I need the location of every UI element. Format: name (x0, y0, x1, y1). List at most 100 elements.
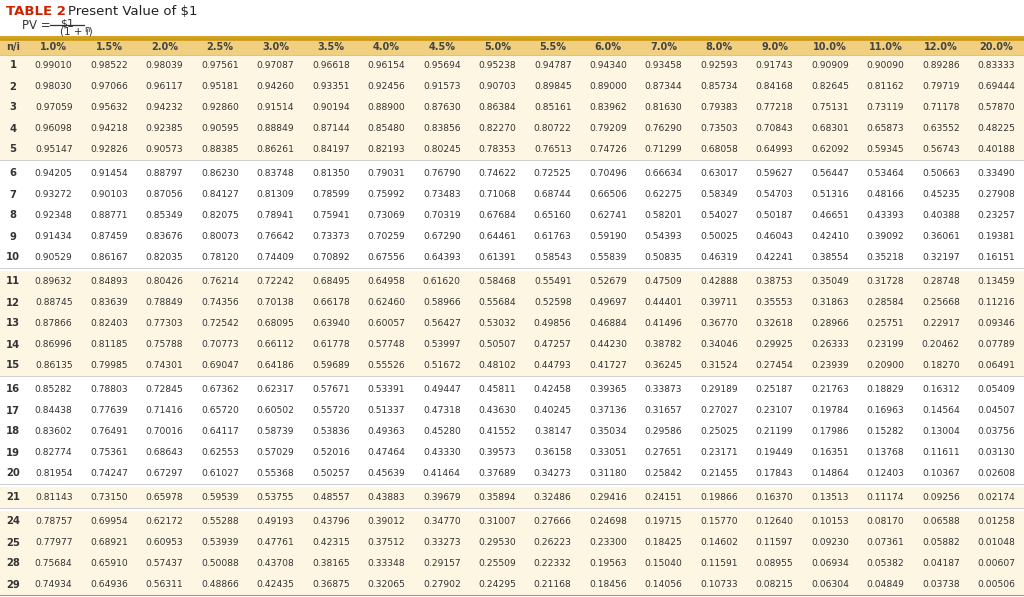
Text: 0.99010: 0.99010 (35, 61, 73, 70)
Text: 0.29530: 0.29530 (478, 538, 516, 547)
Text: 0.86384: 0.86384 (478, 103, 516, 112)
Text: 0.59689: 0.59689 (312, 361, 350, 370)
Text: 0.84893: 0.84893 (90, 277, 128, 286)
Text: 0.48866: 0.48866 (201, 580, 239, 589)
Text: 0.73150: 0.73150 (90, 493, 128, 502)
Text: 0.81309: 0.81309 (257, 190, 294, 199)
Text: 0.11597: 0.11597 (756, 538, 794, 547)
Text: 0.43708: 0.43708 (257, 559, 294, 568)
Text: 0.41496: 0.41496 (645, 319, 683, 328)
Text: 0.59190: 0.59190 (590, 232, 627, 241)
Bar (0, 271, 1024, 292)
Text: 0.73069: 0.73069 (368, 211, 406, 220)
Text: 0.77303: 0.77303 (145, 319, 183, 328)
Text: 0.98522: 0.98522 (90, 61, 128, 70)
Text: 5.5%: 5.5% (540, 42, 566, 52)
Text: 0.91514: 0.91514 (257, 103, 294, 112)
Text: 8.0%: 8.0% (706, 42, 732, 52)
Text: 0.82645: 0.82645 (811, 82, 849, 91)
Text: 0.96117: 0.96117 (145, 82, 183, 91)
Text: $1: $1 (60, 19, 74, 29)
Text: 9: 9 (9, 232, 16, 242)
Text: 0.19866: 0.19866 (700, 493, 738, 502)
Text: 0.64958: 0.64958 (368, 277, 406, 286)
Text: 0.83676: 0.83676 (145, 232, 183, 241)
Text: 0.43883: 0.43883 (368, 493, 406, 502)
Text: 0.90090: 0.90090 (866, 61, 904, 70)
Text: 0.81954: 0.81954 (35, 469, 73, 478)
Text: 0.05882: 0.05882 (922, 538, 959, 547)
Text: 0.42241: 0.42241 (756, 253, 794, 262)
Text: 0.57870: 0.57870 (978, 103, 1015, 112)
Text: 0.21763: 0.21763 (811, 385, 849, 394)
Text: 0.78353: 0.78353 (478, 145, 516, 154)
Text: 0.27908: 0.27908 (977, 190, 1015, 199)
Text: 0.68744: 0.68744 (534, 190, 571, 199)
Text: 0.59539: 0.59539 (202, 493, 239, 502)
Text: 0.09256: 0.09256 (922, 493, 959, 502)
Bar (0, 97, 1024, 118)
Text: 0.82270: 0.82270 (478, 124, 516, 133)
Text: 0.88745: 0.88745 (35, 298, 73, 307)
Text: 0.05409: 0.05409 (977, 385, 1015, 394)
Text: n: n (84, 25, 89, 34)
Text: 0.41727: 0.41727 (589, 361, 627, 370)
Text: 0.87459: 0.87459 (90, 232, 128, 241)
Text: 3.0%: 3.0% (262, 42, 289, 52)
Text: 0.54703: 0.54703 (756, 190, 794, 199)
Bar (0, 247, 1024, 268)
Text: 0.93458: 0.93458 (645, 61, 682, 70)
Text: 0.27454: 0.27454 (756, 361, 794, 370)
Text: 0.48166: 0.48166 (866, 190, 904, 199)
Bar (0, 334, 1024, 355)
Text: 0.85734: 0.85734 (700, 82, 738, 91)
Text: 15: 15 (6, 361, 20, 371)
Text: 0.90595: 0.90595 (202, 124, 239, 133)
Text: 3: 3 (9, 103, 16, 112)
Text: 0.68095: 0.68095 (257, 319, 294, 328)
Text: 0.43330: 0.43330 (423, 448, 461, 457)
Text: 0.79383: 0.79383 (700, 103, 738, 112)
Text: 0.83748: 0.83748 (257, 169, 294, 178)
Bar (0, 532, 1024, 553)
Text: 0.10367: 0.10367 (922, 469, 959, 478)
Text: 0.95632: 0.95632 (90, 103, 128, 112)
Text: 0.93351: 0.93351 (312, 82, 349, 91)
Text: 0.58739: 0.58739 (257, 427, 294, 436)
Text: 0.83602: 0.83602 (35, 427, 73, 436)
Text: 0.55526: 0.55526 (368, 361, 406, 370)
Text: 0.78803: 0.78803 (90, 385, 128, 394)
Text: 0.33873: 0.33873 (645, 385, 682, 394)
Bar (0, 313, 1024, 334)
Text: 0.84197: 0.84197 (312, 145, 350, 154)
Text: 0.50663: 0.50663 (922, 169, 959, 178)
Text: 0.61391: 0.61391 (478, 253, 516, 262)
Text: 0.08955: 0.08955 (756, 559, 794, 568)
Text: 0.08170: 0.08170 (866, 517, 904, 526)
Text: 0.82193: 0.82193 (368, 145, 406, 154)
Text: 0.62092: 0.62092 (811, 145, 849, 154)
Text: 2: 2 (9, 82, 16, 91)
Text: 0.32197: 0.32197 (922, 253, 959, 262)
Text: 0.67362: 0.67362 (201, 385, 239, 394)
Text: 0.76642: 0.76642 (256, 232, 295, 241)
Text: 0.53032: 0.53032 (478, 319, 516, 328)
Text: 0.43796: 0.43796 (312, 517, 350, 526)
Text: 0.90703: 0.90703 (478, 82, 516, 91)
Text: 0.97059: 0.97059 (35, 103, 73, 112)
Text: 0.56427: 0.56427 (423, 319, 461, 328)
Text: 6.0%: 6.0% (595, 42, 622, 52)
Text: 0.86261: 0.86261 (257, 145, 295, 154)
Text: 0.39711: 0.39711 (700, 298, 738, 307)
Text: 0.68058: 0.68058 (700, 145, 738, 154)
Text: 0.19563: 0.19563 (590, 559, 627, 568)
Text: 0.25509: 0.25509 (478, 559, 516, 568)
Text: 0.29416: 0.29416 (589, 493, 627, 502)
Text: 0.86167: 0.86167 (90, 253, 128, 262)
Bar (0, 39, 1024, 55)
Text: 0.17986: 0.17986 (811, 427, 849, 436)
Text: 0.16351: 0.16351 (811, 448, 849, 457)
Text: 0.63552: 0.63552 (922, 124, 959, 133)
Text: 0.94205: 0.94205 (35, 169, 73, 178)
Text: 0.36770: 0.36770 (700, 319, 738, 328)
